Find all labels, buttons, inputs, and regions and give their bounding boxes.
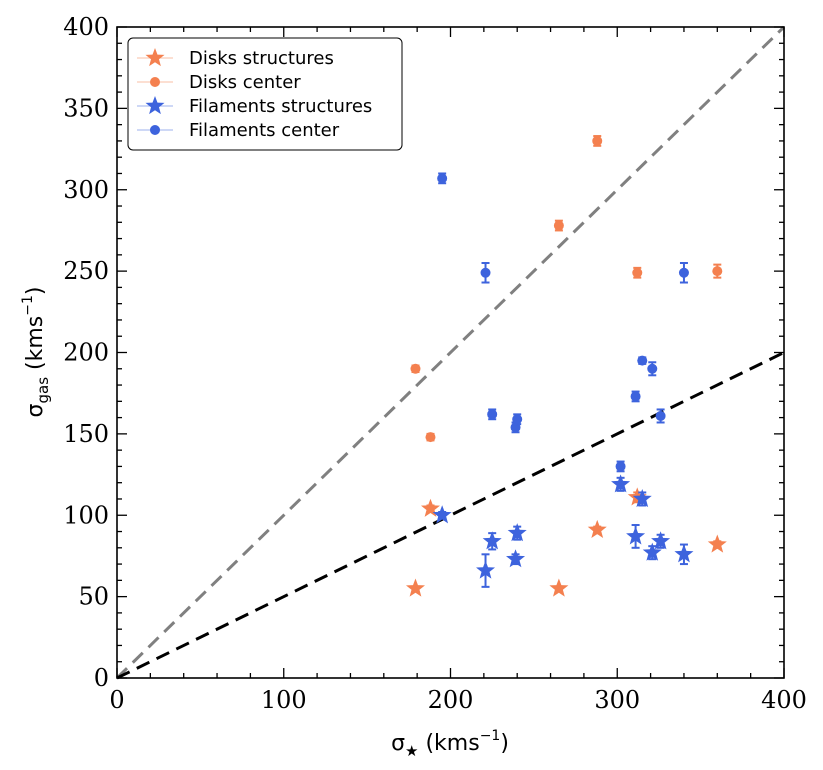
filaments-structures-point — [632, 488, 652, 508]
legend-marker-filaments-structures — [145, 96, 165, 115]
disks-center-point — [425, 432, 436, 443]
x-axis-label: σ★ (kms−1) — [391, 728, 509, 760]
disks-structures-point — [707, 534, 727, 553]
y-axis-label: σgas (kms−1) — [20, 287, 52, 418]
filaments-center-point — [615, 461, 626, 472]
y-tick-label: 300 — [63, 176, 109, 204]
filaments-structures-point — [507, 523, 527, 542]
reference-line-one-to-one — [115, 25, 786, 680]
filaments-center-point — [655, 410, 666, 421]
x-tick-label: 0 — [109, 686, 124, 714]
y-tick-label: 50 — [78, 583, 109, 611]
legend: Disks structures Disks center Filaments st… — [127, 37, 403, 151]
x-tick-label: 100 — [261, 686, 307, 714]
filaments-structures-point — [506, 549, 526, 568]
filaments-structures-point — [626, 526, 646, 545]
axis-ticks — [116, 26, 785, 679]
tick-labels: 0 100 200 300 400 0 50 100 150 200 250 300 350 400 — [63, 13, 807, 714]
legend-marker-disks-center — [150, 77, 160, 87]
data-points — [405, 135, 727, 597]
legend-label-disks-structures: Disks structures — [189, 48, 334, 69]
x-tick-label: 300 — [594, 686, 640, 714]
legend-marker-filaments-center — [150, 125, 160, 135]
legend-marker-disks-structures — [145, 48, 165, 67]
y-tick-label: 150 — [63, 420, 109, 448]
filaments-center-point — [480, 267, 491, 278]
filaments-center-point — [647, 363, 658, 374]
filaments-structures-point — [674, 544, 694, 563]
filaments-structures-point — [651, 531, 671, 550]
filaments-center-point — [637, 355, 648, 366]
y-tick-label: 250 — [63, 257, 109, 285]
filaments-structures-point — [476, 560, 496, 579]
filaments-structures-point — [642, 542, 662, 561]
filaments-structures-point — [482, 531, 502, 550]
legend-label-filaments-center: Filaments center — [189, 120, 340, 141]
filaments-center-point — [630, 391, 641, 402]
legend-label-filaments-structures: Filaments structures — [189, 96, 372, 117]
disks-center-point — [712, 266, 723, 277]
disks-center-point — [592, 135, 603, 146]
y-tick-label: 100 — [63, 501, 109, 529]
filaments-structures-point — [611, 474, 631, 493]
x-tick-label: 400 — [761, 686, 807, 714]
filaments-center-point — [512, 414, 523, 425]
y-tick-label: 400 — [63, 13, 109, 41]
y-tick-label: 0 — [94, 664, 109, 692]
y-tick-label: 200 — [63, 339, 109, 367]
disks-structures-point — [405, 578, 425, 597]
legend-label-disks-center: Disks center — [189, 72, 301, 93]
y-tick-label: 350 — [63, 94, 109, 122]
filaments-center-point — [487, 409, 498, 420]
disks-center-point — [553, 220, 564, 231]
filaments-center-point — [678, 267, 689, 278]
disks-structures-point — [587, 519, 607, 538]
filaments-center-point — [437, 173, 448, 184]
disks-center-point — [632, 267, 643, 278]
reference-line-half — [116, 351, 785, 680]
filaments-structures-point — [432, 505, 452, 524]
disks-structures-point — [549, 578, 569, 597]
disks-structures-point — [420, 498, 440, 517]
legend-box — [127, 37, 403, 151]
reference-lines — [115, 25, 786, 680]
disks-center-point — [410, 363, 421, 374]
x-tick-label: 200 — [428, 686, 474, 714]
